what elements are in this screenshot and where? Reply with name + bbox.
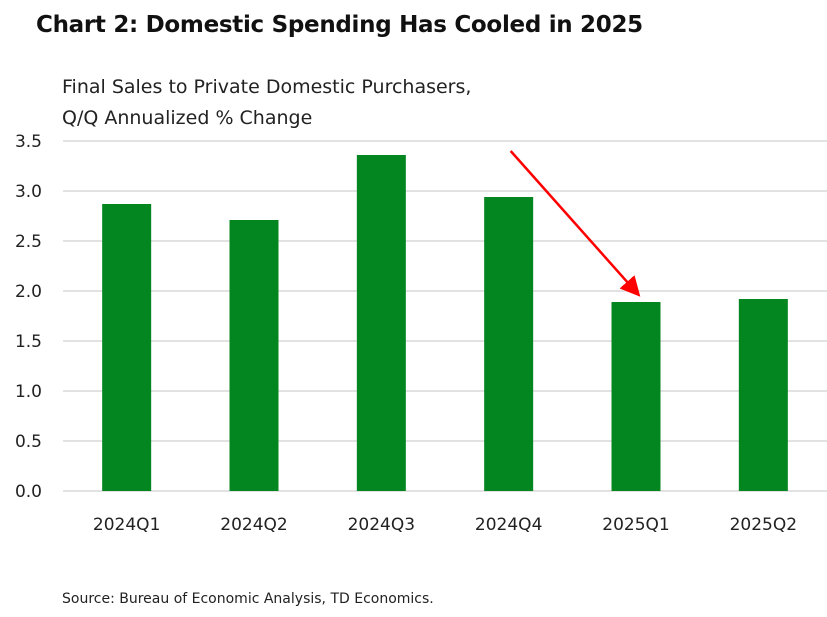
y-axis-label-line-2: Q/Q Annualized % Change [62, 107, 313, 129]
x-tick-label: 2024Q1 [93, 515, 160, 535]
bar-2024Q1 [102, 204, 152, 491]
y-tick-label: 3.0 [15, 182, 42, 202]
bar-2025Q2 [738, 299, 788, 491]
y-tick-label: 2.0 [15, 282, 42, 302]
bar-2024Q3 [356, 155, 406, 491]
x-tick-label: 2024Q2 [220, 515, 287, 535]
bar-2024Q2 [229, 220, 279, 491]
annotation-arrow [509, 150, 641, 297]
y-tick-label: 1.5 [15, 332, 42, 352]
y-tick-label: 2.5 [15, 232, 42, 252]
y-tick-label: 1.0 [15, 382, 42, 402]
y-tick-label: 0.0 [15, 482, 42, 502]
x-tick-label: 2025Q2 [730, 515, 797, 535]
y-axis-label-line-1: Final Sales to Private Domestic Purchase… [62, 76, 472, 98]
bar-2025Q1 [611, 302, 661, 491]
x-tick-label: 2025Q1 [602, 515, 669, 535]
bar-2024Q4 [484, 197, 534, 491]
chart-title: Chart 2: Domestic Spending Has Cooled in… [36, 12, 643, 38]
x-tick-label: 2024Q4 [475, 515, 542, 535]
source-note: Source: Bureau of Economic Analysis, TD … [62, 591, 434, 607]
x-tick-label: 2024Q3 [348, 515, 415, 535]
y-tick-label: 3.5 [15, 132, 42, 152]
y-tick-label: 0.5 [15, 432, 42, 452]
